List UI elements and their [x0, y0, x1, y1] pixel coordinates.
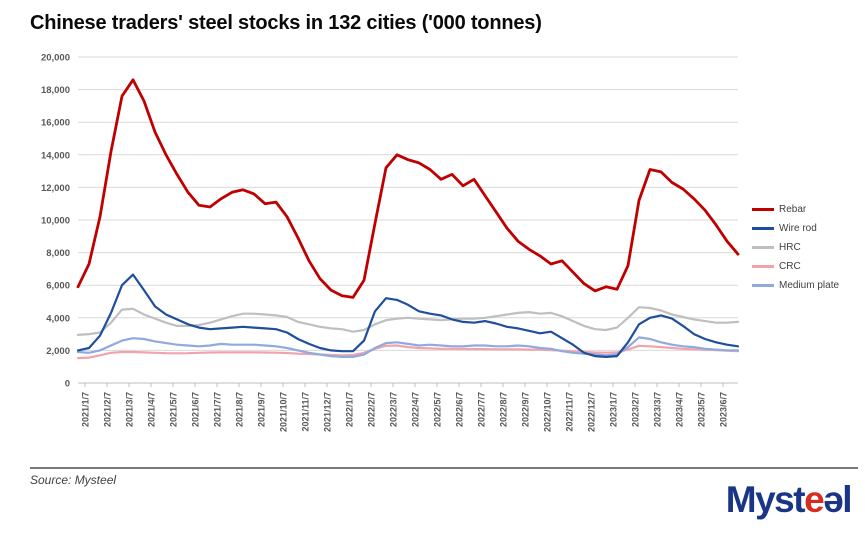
chart-title: Chinese traders' steel stocks in 132 cit…: [30, 12, 542, 34]
x-axis-tick-label: 2022/11/7: [565, 392, 575, 432]
x-axis-tick-label: 2023/5/7: [697, 392, 707, 427]
logo-text-part3: əl: [823, 479, 852, 520]
x-axis-tick-label: 2021/11/7: [301, 392, 311, 432]
x-axis-tick-label: 2023/2/7: [631, 392, 641, 427]
legend-label-rebar: Rebar: [779, 204, 807, 215]
x-axis-tick-label: 2022/8/7: [499, 392, 509, 427]
x-axis-tick-label: 2021/1/7: [81, 392, 91, 427]
x-axis-tick-label: 2022/1/7: [345, 392, 355, 427]
mysteel-logo: Mysteəl: [725, 478, 853, 522]
x-axis-tick-label: 2021/9/7: [257, 392, 267, 427]
x-axis-tick-label: 2021/3/7: [125, 392, 135, 427]
legend-item-medium-plate: Medium plate: [752, 276, 864, 295]
source-note: Source: Mysteel: [30, 473, 117, 487]
series-line-medium-plate: [76, 336, 740, 358]
x-axis-tick-label: 2022/9/7: [521, 392, 531, 427]
y-axis-tick-label: 14,000: [41, 150, 70, 161]
x-axis-tick-label: 2022/12/7: [587, 392, 597, 432]
x-axis-tick-label: 2022/3/7: [389, 392, 399, 427]
legend-label-wire-rod: Wire rod: [779, 223, 817, 234]
x-axis-tick-label: 2022/6/7: [455, 392, 465, 427]
x-axis-tick-label: 2022/10/7: [543, 392, 553, 432]
steel-stocks-line-chart: 0 2,000 4,000 6,000 8,000 10,000 12,000 14,000 1…: [41, 53, 740, 432]
footer-divider: [30, 467, 858, 469]
legend-item-wire-rod: Wire rod: [752, 219, 864, 238]
y-axis-tick-label: 4,000: [46, 313, 70, 324]
series-line-wire-rod: [76, 273, 740, 358]
y-axis-tick-label: 18,000: [41, 85, 70, 96]
x-axis-tick-label: 2021/10/7: [279, 392, 289, 432]
legend-swatch-rebar: [752, 208, 774, 211]
legend-item-rebar: Rebar: [752, 200, 864, 219]
logo-text-part1: Myst: [725, 479, 806, 520]
x-axis-tick-label: 2021/5/7: [169, 392, 179, 427]
y-axis-tick-label: 8,000: [46, 248, 70, 259]
x-axis-tick-label: 2021/7/7: [213, 392, 223, 427]
y-axis-tick-label: 0: [65, 379, 70, 390]
series-line-rebar: [76, 78, 740, 299]
y-axis-tick-label: 6,000: [46, 281, 70, 292]
y-axis-tick-label: 16,000: [41, 118, 70, 129]
legend-swatch-wire-rod: [752, 227, 774, 230]
logo-text-part2: e: [804, 479, 825, 520]
x-axis-tick-label: 2021/8/7: [235, 392, 245, 427]
x-axis-tick-label: 2022/2/7: [367, 392, 377, 427]
legend-swatch-medium-plate: [752, 284, 774, 287]
legend-swatch-hrc: [752, 246, 774, 249]
y-axis-tick-label: 2,000: [46, 346, 70, 357]
legend-item-crc: CRC: [752, 257, 864, 276]
x-axis-tick-label: 2021/2/7: [103, 392, 113, 427]
legend-label-medium-plate: Medium plate: [779, 280, 840, 291]
x-axis-tick-label: 2023/3/7: [653, 392, 663, 427]
chart-legend: Rebar Wire rod HRC CRC Medium plate: [752, 200, 864, 295]
x-axis-tick-label: 2021/6/7: [191, 392, 201, 427]
legend-swatch-crc: [752, 265, 774, 268]
x-axis-tick-label: 2022/7/7: [477, 392, 487, 427]
x-axis-tick-label: 2022/4/7: [411, 392, 421, 427]
y-axis-tick-label: 10,000: [41, 216, 70, 227]
legend-item-hrc: HRC: [752, 238, 864, 257]
x-axis-tick-label: 2021/4/7: [147, 392, 157, 427]
x-axis-tick-label: 2021/12/7: [323, 392, 333, 432]
x-axis-tick-label: 2023/6/7: [719, 392, 729, 427]
series-line-crc: [76, 344, 740, 360]
legend-label-hrc: HRC: [779, 242, 801, 253]
x-axis-tick-label: 2023/4/7: [675, 392, 685, 427]
series-line-hrc: [76, 306, 740, 336]
y-axis-tick-label: 12,000: [41, 183, 70, 194]
x-axis-tick-label: 2023/1/7: [609, 392, 619, 427]
x-axis-tick-label: 2022/5/7: [433, 392, 443, 427]
legend-label-crc: CRC: [779, 261, 801, 272]
y-axis-tick-label: 20,000: [41, 53, 70, 64]
